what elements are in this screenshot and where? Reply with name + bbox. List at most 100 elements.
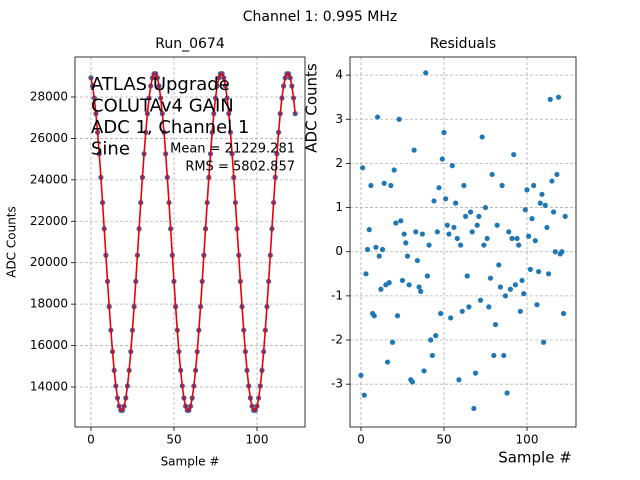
data-point bbox=[441, 129, 447, 136]
data-point bbox=[438, 310, 444, 317]
figure-title: Channel 1: 0.995 MHz bbox=[243, 9, 398, 25]
data-point bbox=[456, 377, 462, 383]
data-point bbox=[444, 222, 450, 228]
y-axis-label: ADC Counts bbox=[303, 63, 321, 153]
y-tick-label: -2 bbox=[331, 333, 343, 347]
data-point bbox=[453, 200, 459, 206]
data-point bbox=[479, 134, 485, 140]
stat-text: Mean = 21229.281 bbox=[170, 142, 295, 157]
data-point bbox=[509, 235, 515, 242]
data-point bbox=[358, 372, 364, 378]
data-point bbox=[506, 229, 512, 235]
y-tick-label: 16000 bbox=[30, 338, 68, 352]
data-point bbox=[459, 308, 465, 314]
data-point bbox=[514, 235, 520, 242]
data-point bbox=[451, 224, 457, 231]
data-point bbox=[499, 182, 505, 189]
data-point bbox=[482, 204, 489, 211]
data-point bbox=[532, 238, 538, 244]
data-point bbox=[469, 229, 475, 235]
y-tick-label: 2 bbox=[335, 156, 343, 170]
data-point bbox=[439, 156, 445, 162]
data-point bbox=[554, 171, 560, 178]
annotation: COLUTAv4 GAIN bbox=[91, 96, 234, 117]
data-point bbox=[429, 352, 435, 359]
y-tick-label: -1 bbox=[331, 288, 343, 302]
data-point bbox=[464, 273, 470, 279]
x-axis-label: Sample # bbox=[498, 449, 572, 467]
data-point bbox=[497, 284, 504, 290]
data-point bbox=[373, 244, 379, 250]
data-point bbox=[381, 180, 387, 186]
y-tick-label: 24000 bbox=[30, 172, 68, 186]
data-point bbox=[496, 262, 502, 268]
data-point bbox=[413, 229, 419, 235]
x-tick-label: 0 bbox=[357, 433, 365, 447]
data-point bbox=[504, 390, 510, 396]
data-point bbox=[365, 246, 371, 253]
y-tick-label: 20000 bbox=[30, 255, 68, 269]
data-point bbox=[529, 215, 535, 222]
axes-frame bbox=[74, 56, 306, 428]
data-point bbox=[492, 321, 499, 328]
data-point bbox=[416, 284, 422, 290]
data-point bbox=[502, 293, 509, 299]
x-axis-label: Sample # bbox=[161, 455, 220, 469]
data-point bbox=[393, 220, 399, 226]
data-point bbox=[449, 163, 455, 169]
data-point bbox=[404, 253, 411, 259]
data-point bbox=[396, 116, 402, 122]
data-point bbox=[487, 275, 494, 281]
data-point bbox=[443, 196, 449, 202]
fit-line bbox=[90, 72, 296, 412]
y-tick-label: 3 bbox=[335, 112, 343, 126]
data-point bbox=[484, 235, 490, 242]
axes-title: Run_0674 bbox=[155, 36, 225, 52]
axes-frame bbox=[349, 56, 577, 428]
data-point bbox=[376, 253, 382, 259]
y-tick-label: 1 bbox=[335, 200, 343, 214]
data-point bbox=[494, 222, 500, 228]
data-point bbox=[399, 277, 406, 284]
data-point bbox=[466, 304, 472, 310]
data-point bbox=[401, 231, 407, 237]
x-tick-label: 0 bbox=[87, 433, 95, 447]
data-point bbox=[421, 368, 427, 374]
y-tick-label: 28000 bbox=[30, 89, 68, 103]
y-axis-label: ADC Counts bbox=[5, 206, 19, 278]
data-point bbox=[555, 94, 562, 100]
x-tick-label: 50 bbox=[166, 433, 181, 447]
data-point bbox=[537, 200, 543, 206]
annotation: Sine bbox=[91, 139, 130, 160]
data-point bbox=[419, 231, 425, 237]
data-point bbox=[431, 198, 437, 204]
data-point bbox=[467, 209, 474, 215]
data-point bbox=[527, 266, 533, 272]
data-point bbox=[539, 191, 545, 197]
data-point bbox=[536, 268, 542, 275]
data-point bbox=[461, 182, 467, 189]
stat-text: RMS = 5802.857 bbox=[185, 160, 295, 175]
data-point bbox=[363, 271, 369, 277]
y-tick-label: 0 bbox=[335, 244, 343, 258]
data-point bbox=[524, 187, 530, 193]
y-tick-label: 14000 bbox=[30, 380, 68, 394]
data-point bbox=[522, 207, 528, 213]
data-point bbox=[426, 242, 432, 248]
data-point bbox=[552, 249, 558, 255]
data-point bbox=[446, 231, 452, 237]
x-tick-label: 100 bbox=[516, 433, 539, 447]
y-tick-label: 18000 bbox=[30, 297, 68, 311]
data-point bbox=[562, 213, 568, 219]
data-point bbox=[521, 291, 527, 297]
data-point bbox=[418, 288, 424, 295]
data-point bbox=[474, 222, 480, 228]
data-point bbox=[384, 359, 391, 365]
data-point bbox=[462, 213, 469, 219]
data-point bbox=[519, 277, 525, 284]
data-point bbox=[491, 352, 497, 359]
data-point bbox=[549, 178, 555, 184]
data-point bbox=[388, 182, 394, 189]
data-point bbox=[428, 337, 434, 343]
